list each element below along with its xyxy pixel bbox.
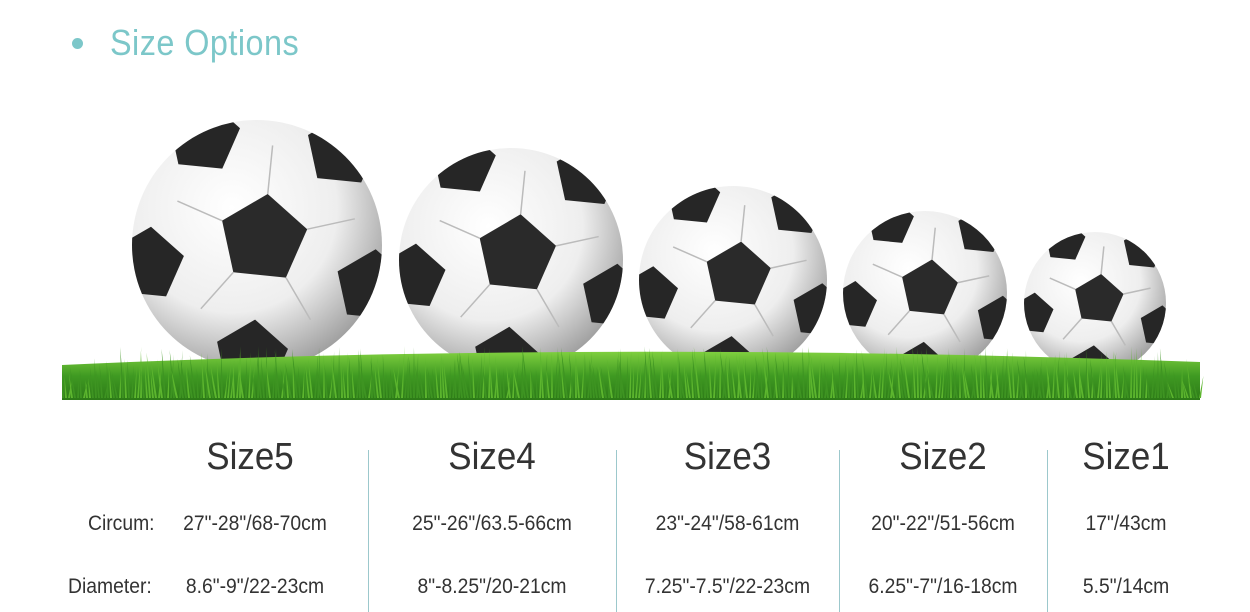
circum-label: Circum: — [88, 512, 155, 535]
diameter-value: 8.6"-9"/22-23cm — [185, 575, 325, 598]
divider — [368, 450, 369, 612]
size-column: Size2 20"-22"/51-56cm 6.25"-7"/16-18cm — [843, 430, 1043, 612]
size-name: Size2 — [899, 436, 987, 478]
diameter-value: 7.25"-7.5"/22-23cm — [644, 575, 811, 598]
size-name: Size1 — [1082, 436, 1170, 478]
size-name: Size4 — [448, 436, 536, 478]
soccer-balls-image — [62, 120, 1204, 400]
circumference-value: 23"-24"/58-61cm — [655, 512, 800, 535]
circumference-value: 17"/43cm — [1085, 512, 1167, 535]
size-name: Size5 — [206, 436, 294, 478]
size-column: Size5 27"-28"/68-70cm 8.6"-9"/22-23cm — [160, 430, 340, 612]
divider — [839, 450, 840, 612]
circumference-value: 20"-22"/51-56cm — [871, 512, 1015, 535]
diameter-value: 5.5"/14cm — [1082, 575, 1170, 598]
title-text: Size Options — [110, 22, 300, 63]
circumference-value: 27"-28"/68-70cm — [183, 512, 327, 535]
divider — [616, 450, 617, 612]
diameter-label: Diameter: — [68, 575, 152, 598]
soccer-ball — [132, 120, 382, 370]
size-name: Size3 — [683, 436, 772, 478]
soccer-ball — [399, 148, 623, 372]
circumference-value: 25"-26"/63.5-66cm — [412, 512, 572, 535]
diameter-value: 6.25"-7"/16-18cm — [868, 575, 1018, 598]
size-column: Size3 23"-24"/58-61cm 7.25"-7.5"/22-23cm — [620, 430, 835, 612]
section-title: Size Options — [72, 22, 320, 64]
size-column: Size1 17"/43cm 5.5"/14cm — [1051, 430, 1201, 612]
grass — [62, 346, 1204, 400]
diameter-value: 8"-8.25"/20-21cm — [417, 575, 567, 598]
bullet-dot-icon — [72, 37, 83, 49]
size-column: Size4 25"-26"/63.5-66cm 8"-8.25"/20-21cm — [372, 430, 612, 612]
divider — [1047, 450, 1048, 612]
